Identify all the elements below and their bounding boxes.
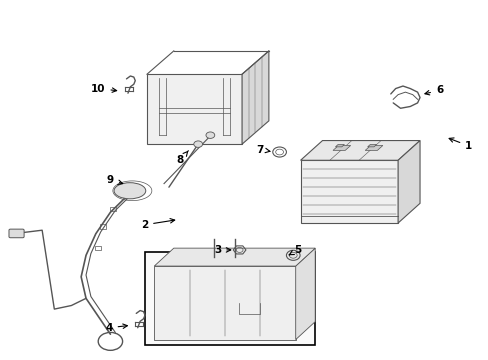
Text: 10: 10 (91, 84, 117, 94)
Polygon shape (332, 145, 350, 150)
Text: 9: 9 (106, 175, 122, 185)
Bar (95, 246, 101, 250)
Text: 7: 7 (256, 144, 269, 154)
Text: 1: 1 (448, 138, 471, 151)
Polygon shape (242, 51, 268, 144)
Polygon shape (154, 248, 315, 266)
Text: 5: 5 (288, 245, 301, 255)
Text: 6: 6 (424, 85, 442, 95)
Polygon shape (295, 248, 315, 339)
Polygon shape (147, 74, 242, 144)
Polygon shape (367, 144, 376, 147)
Text: 4: 4 (105, 323, 127, 333)
Text: 8: 8 (176, 151, 188, 165)
Circle shape (193, 141, 202, 147)
Bar (110, 207, 116, 211)
Polygon shape (365, 145, 382, 150)
Bar (144, 252, 315, 345)
Text: 2: 2 (141, 219, 174, 230)
Polygon shape (154, 266, 295, 339)
Polygon shape (300, 160, 397, 223)
Ellipse shape (114, 183, 145, 199)
Polygon shape (300, 140, 419, 160)
Text: 3: 3 (214, 245, 230, 255)
Circle shape (205, 132, 214, 138)
Polygon shape (397, 140, 419, 223)
FancyBboxPatch shape (9, 229, 24, 238)
Polygon shape (335, 144, 344, 147)
Bar (100, 225, 106, 229)
